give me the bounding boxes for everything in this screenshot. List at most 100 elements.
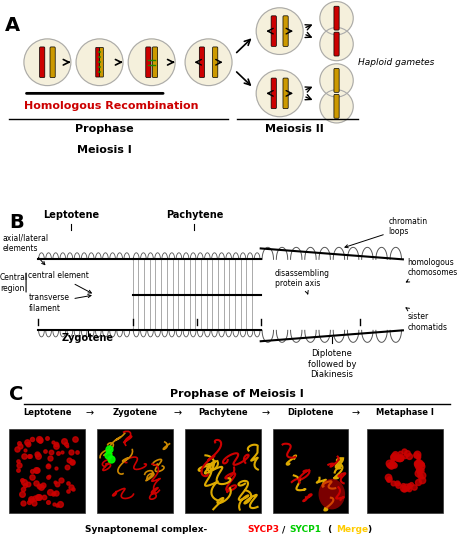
Text: Zygotene: Zygotene — [62, 333, 114, 343]
FancyBboxPatch shape — [334, 32, 339, 56]
Ellipse shape — [256, 70, 303, 117]
Point — [28, 473, 36, 482]
Point — [44, 472, 52, 481]
FancyBboxPatch shape — [334, 6, 339, 30]
Point — [23, 437, 30, 446]
Point — [15, 460, 23, 469]
Point — [25, 497, 32, 506]
Text: Merge: Merge — [337, 525, 369, 534]
Point — [394, 480, 401, 489]
Text: Prophase: Prophase — [75, 124, 134, 134]
Point — [20, 478, 28, 486]
Point — [400, 484, 407, 493]
Point — [413, 451, 420, 460]
Text: ): ) — [367, 525, 372, 534]
Point — [414, 453, 422, 461]
Point — [414, 452, 421, 460]
Text: Pachytene: Pachytene — [198, 408, 247, 417]
Ellipse shape — [24, 39, 71, 86]
Point — [414, 456, 422, 465]
Point — [413, 459, 421, 467]
Ellipse shape — [256, 8, 303, 55]
FancyBboxPatch shape — [283, 16, 288, 46]
Text: Zygotene: Zygotene — [113, 408, 157, 417]
Point — [54, 500, 61, 509]
Text: Meiosis II: Meiosis II — [264, 124, 323, 134]
Point — [47, 448, 55, 457]
Point — [405, 484, 413, 493]
Point — [56, 499, 64, 508]
Point — [410, 483, 418, 491]
FancyBboxPatch shape — [334, 68, 339, 92]
FancyBboxPatch shape — [271, 16, 276, 46]
Point — [33, 465, 40, 474]
Text: →: → — [261, 408, 270, 418]
Point — [51, 478, 59, 487]
Text: Leptotene: Leptotene — [23, 408, 72, 417]
Text: C: C — [9, 385, 24, 404]
Point — [41, 447, 48, 456]
Point — [53, 489, 60, 497]
Point — [416, 472, 423, 480]
Point — [25, 452, 32, 460]
Text: /: / — [282, 525, 285, 534]
Text: Pachytene: Pachytene — [165, 210, 223, 221]
Point — [71, 435, 79, 443]
Point — [15, 438, 22, 447]
Point — [28, 467, 36, 476]
Point — [45, 460, 52, 469]
FancyBboxPatch shape — [146, 47, 151, 78]
Point — [69, 484, 76, 493]
Point — [39, 481, 47, 490]
Ellipse shape — [320, 2, 353, 35]
Text: →: → — [86, 408, 94, 418]
Point — [402, 483, 410, 492]
Point — [30, 498, 38, 507]
Point — [396, 453, 404, 461]
Point — [396, 453, 404, 462]
Text: B: B — [9, 213, 24, 232]
Point — [389, 453, 397, 461]
Point — [393, 478, 401, 487]
Text: Leptotene: Leptotene — [43, 210, 99, 221]
Point — [36, 437, 44, 446]
Text: central element: central element — [28, 271, 91, 293]
Point — [50, 438, 57, 447]
Point — [17, 442, 24, 450]
Point — [390, 460, 397, 469]
Ellipse shape — [320, 27, 353, 61]
Point — [385, 461, 393, 470]
Point — [415, 461, 423, 470]
Point — [400, 446, 408, 455]
Text: Homologous Recombination: Homologous Recombination — [24, 101, 198, 111]
Point — [388, 460, 396, 469]
Point — [385, 458, 393, 467]
Point — [418, 460, 426, 468]
Point — [52, 464, 59, 473]
Point — [32, 494, 39, 503]
Point — [64, 486, 72, 495]
Point — [36, 436, 44, 444]
Point — [414, 478, 422, 486]
Ellipse shape — [320, 90, 353, 123]
Point — [416, 459, 423, 467]
Point — [63, 463, 71, 472]
Point — [50, 490, 57, 498]
Point — [19, 498, 27, 507]
Point — [21, 446, 29, 455]
Text: →: → — [351, 408, 360, 418]
Point — [73, 448, 81, 456]
FancyBboxPatch shape — [283, 78, 288, 109]
Point — [419, 475, 426, 484]
Text: disassembling
protein axis: disassembling protein axis — [275, 269, 330, 294]
Point — [405, 452, 412, 461]
Point — [399, 480, 407, 489]
Text: Meiosis I: Meiosis I — [77, 145, 132, 155]
Point — [392, 449, 399, 458]
Point — [414, 462, 422, 471]
FancyBboxPatch shape — [271, 78, 276, 109]
Point — [14, 456, 22, 465]
Point — [27, 452, 34, 461]
Point — [58, 476, 65, 484]
Point — [34, 451, 42, 460]
